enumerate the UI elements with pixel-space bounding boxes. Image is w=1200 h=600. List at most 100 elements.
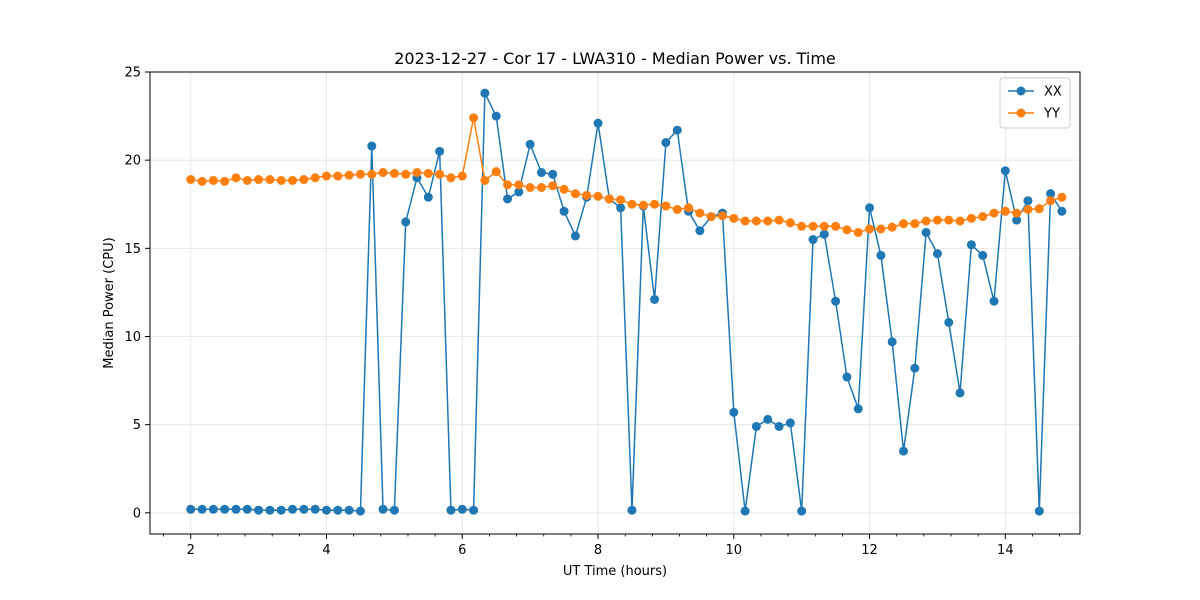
data-point-yy — [355, 169, 365, 179]
data-point-yy — [265, 175, 275, 185]
data-point-xx — [378, 504, 388, 514]
y-tick-label: 20 — [124, 154, 141, 169]
legend-item-yy: YY — [1008, 107, 1060, 122]
data-point-yy — [978, 212, 988, 222]
data-point-yy — [1012, 208, 1022, 218]
data-point-yy — [254, 175, 264, 185]
data-point-xx — [842, 372, 852, 382]
data-point-yy — [288, 175, 298, 185]
data-point-xx — [989, 296, 999, 306]
data-point-xx — [367, 141, 377, 151]
data-point-xx — [910, 363, 920, 373]
data-point-xx — [242, 504, 252, 514]
data-point-yy — [593, 191, 603, 201]
data-point-xx — [208, 504, 218, 514]
x-axis-label: UT Time (hours) — [563, 564, 667, 579]
data-point-yy — [989, 208, 999, 218]
y-tick-label: 5 — [133, 418, 141, 433]
data-point-yy — [276, 175, 286, 185]
data-point-xx — [1046, 189, 1056, 199]
data-point-xx — [966, 240, 976, 250]
data-point-yy — [536, 183, 546, 192]
legend-item-xx: XX — [1008, 85, 1062, 100]
data-point-xx — [491, 111, 501, 121]
data-point-xx — [921, 227, 931, 237]
data-point-yy — [435, 169, 445, 179]
data-point-xx — [661, 138, 671, 148]
data-point-yy — [491, 167, 501, 177]
data-point-xx — [322, 505, 331, 515]
data-point-yy — [469, 113, 479, 123]
data-point-xx — [570, 231, 580, 241]
data-point-yy — [672, 205, 682, 215]
data-point-xx — [276, 505, 286, 515]
data-point-yy — [299, 175, 309, 185]
data-point-yy — [717, 211, 727, 221]
data-point-yy — [729, 213, 739, 223]
x-tick-label: 12 — [861, 543, 878, 558]
data-point-yy — [638, 200, 648, 210]
data-point-xx — [729, 407, 739, 417]
y-tick-label: 0 — [133, 506, 141, 521]
data-point-xx — [650, 294, 660, 304]
data-point-xx — [797, 506, 807, 516]
data-point-yy — [831, 221, 841, 231]
data-point-yy — [1046, 196, 1056, 206]
data-point-yy — [208, 175, 218, 185]
series-layer — [186, 88, 1067, 516]
data-point-yy — [819, 221, 829, 231]
x-tick-label: 4 — [322, 543, 330, 558]
data-point-yy — [740, 216, 750, 226]
data-point-xx — [231, 504, 241, 514]
data-point-yy — [503, 180, 513, 190]
legend-label: YY — [1043, 107, 1060, 122]
data-point-xx — [899, 446, 908, 456]
data-point-xx — [774, 421, 784, 431]
x-tick-label: 6 — [458, 543, 466, 558]
chart-title: 2023-12-27 - Cor 17 - LWA310 - Median Po… — [394, 49, 836, 68]
data-point-xx — [446, 505, 456, 515]
data-point-yy — [559, 184, 569, 194]
data-point-yy — [910, 219, 920, 229]
data-point-xx — [763, 414, 773, 424]
data-point-yy — [751, 216, 761, 226]
data-point-yy — [616, 195, 626, 205]
data-point-xx — [593, 118, 603, 128]
data-point-xx — [389, 505, 399, 515]
data-point-yy — [333, 171, 343, 181]
data-point-yy — [944, 215, 954, 225]
x-tick-label: 8 — [594, 543, 602, 558]
y-axis-label: Median Power (CPU) — [102, 237, 117, 368]
data-point-xx — [740, 506, 750, 516]
data-point-yy — [763, 216, 773, 226]
data-point-yy — [684, 203, 694, 213]
data-point-yy — [582, 190, 592, 200]
data-point-yy — [865, 224, 875, 234]
data-point-xx — [254, 505, 264, 515]
data-point-xx — [548, 169, 558, 179]
data-point-yy — [887, 222, 897, 232]
data-point-xx — [1034, 506, 1044, 516]
data-point-yy — [853, 227, 863, 237]
data-point-yy — [446, 173, 456, 183]
data-point-yy — [955, 216, 965, 226]
data-point-xx — [1000, 166, 1010, 176]
data-point-yy — [706, 212, 716, 222]
data-point-yy — [322, 171, 331, 181]
data-point-xx — [355, 506, 365, 516]
x-tick-label: 10 — [726, 543, 743, 558]
data-point-yy — [367, 169, 377, 179]
data-point-yy — [457, 171, 467, 181]
data-point-xx — [299, 504, 309, 514]
data-point-xx — [1023, 196, 1033, 206]
legend: XX YY — [999, 77, 1071, 129]
y-tick-label: 10 — [124, 330, 141, 345]
data-point-xx — [536, 168, 546, 178]
data-point-xx — [785, 418, 795, 428]
legend-marker — [1016, 86, 1026, 96]
data-point-xx — [695, 226, 705, 236]
data-point-xx — [853, 404, 863, 414]
data-point-yy — [378, 168, 388, 178]
data-point-xx — [808, 235, 818, 245]
data-point-xx — [672, 125, 682, 135]
